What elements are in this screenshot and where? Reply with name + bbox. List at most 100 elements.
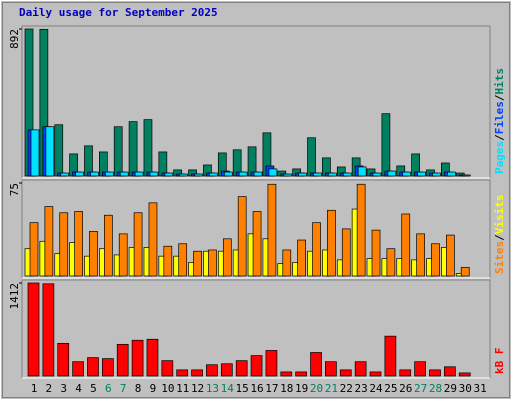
bar [372, 172, 382, 177]
bar [133, 212, 143, 277]
bar [143, 119, 153, 177]
x-label: 10 [161, 382, 174, 395]
legend-entry: Sites [493, 241, 506, 274]
bar [45, 126, 55, 177]
x-label: 21 [325, 382, 338, 395]
bar [369, 371, 382, 377]
bar [399, 369, 412, 377]
bar [447, 171, 456, 177]
bar [235, 360, 248, 377]
bar [44, 206, 54, 277]
bar [193, 250, 202, 277]
legend: Pages/Files/Hits [493, 68, 506, 174]
bar [297, 239, 307, 277]
bar [103, 214, 113, 277]
bar [148, 202, 158, 277]
bar [339, 369, 352, 377]
bar [298, 172, 308, 177]
bar [341, 228, 351, 277]
x-label: 19 [295, 382, 308, 395]
x-label: 4 [75, 382, 82, 395]
bar [29, 222, 39, 277]
bar [342, 172, 352, 177]
bar [54, 124, 64, 177]
x-label: 14 [221, 382, 235, 395]
bar [381, 113, 391, 177]
legend-separator: / [493, 94, 506, 101]
bar [280, 371, 293, 377]
bar [460, 266, 470, 277]
bar [432, 172, 441, 177]
legend: Sites/Visits [493, 195, 506, 275]
bar [387, 170, 397, 177]
bar [208, 249, 217, 277]
bar [118, 233, 128, 277]
bar [60, 172, 70, 177]
bar [119, 171, 129, 177]
legend-separator: / [493, 234, 506, 241]
bar [354, 361, 367, 377]
bar [75, 171, 84, 177]
bar [128, 121, 138, 177]
bar [384, 335, 397, 377]
bar [312, 222, 321, 277]
bar [131, 339, 144, 377]
x-label: 11 [176, 382, 189, 395]
bar [158, 151, 168, 177]
bar [74, 211, 83, 277]
bar [307, 137, 316, 177]
legend-entry: kB F [493, 348, 506, 375]
x-label: 31 [473, 382, 486, 395]
bar [458, 372, 471, 377]
bar [57, 342, 70, 377]
bar [328, 172, 337, 177]
bar [414, 361, 426, 377]
bar [206, 364, 218, 377]
x-label: 26 [399, 382, 412, 395]
bar [209, 172, 218, 177]
bar [161, 360, 174, 377]
bar [252, 211, 262, 277]
legend-entry: Files [493, 101, 506, 134]
legend-separator: / [493, 134, 506, 141]
bar [90, 171, 99, 177]
x-label: 7 [120, 382, 127, 395]
bar [283, 173, 293, 177]
x-label: 5 [90, 382, 97, 395]
bar [238, 171, 248, 177]
bar [402, 171, 412, 177]
bar [386, 248, 396, 277]
legend-entry: Pages [493, 141, 506, 174]
bar [42, 283, 55, 377]
y-max-label: 892 [8, 29, 21, 49]
bar [401, 213, 411, 277]
bar [59, 212, 69, 277]
bar [222, 238, 232, 277]
bar [101, 358, 114, 377]
legend: kB F [493, 348, 506, 375]
x-label: 25 [384, 382, 397, 395]
bar [191, 369, 203, 377]
bar [223, 171, 233, 177]
x-label: 16 [250, 382, 263, 395]
bar [179, 173, 189, 177]
y-max-label: 75 [8, 183, 21, 196]
legend-entry: Hits [493, 68, 506, 95]
bar [282, 249, 292, 277]
x-label: 8 [135, 382, 142, 395]
bar [371, 229, 381, 277]
bar [310, 352, 322, 377]
x-label: 12 [191, 382, 204, 395]
bar [27, 282, 40, 377]
bar [176, 369, 189, 377]
bar [163, 245, 173, 277]
x-label: 20 [310, 382, 323, 395]
x-label: 9 [150, 382, 157, 395]
bar [87, 357, 99, 377]
bar [178, 243, 188, 277]
bar [416, 233, 425, 277]
bar [267, 183, 277, 277]
bar [253, 171, 263, 177]
x-label: 27 [414, 382, 427, 395]
